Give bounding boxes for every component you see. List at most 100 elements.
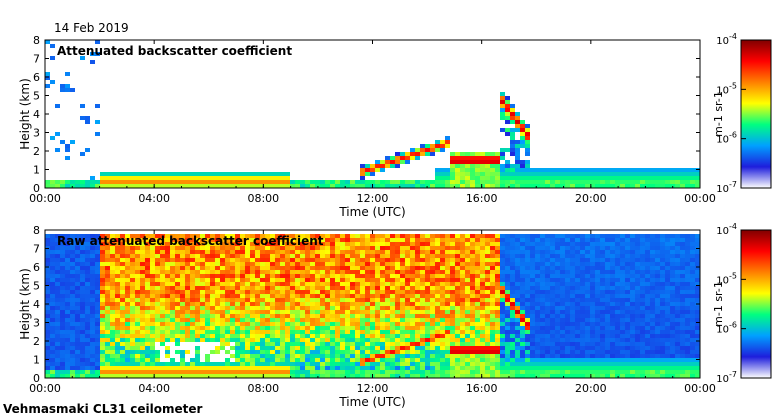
bottom-heatmap-cell [565,306,571,311]
bottom-heatmap-cell [325,370,331,375]
top-heatmap-cell [360,184,366,189]
bottom-heatmap-cell [440,310,446,315]
bottom-heatmap-cell [555,270,561,275]
bottom-heatmap-cell [620,250,626,255]
bottom-heatmap-cell [430,310,436,315]
bottom-heatmap-cell [150,254,156,259]
top-heatmap-cell [445,176,451,181]
bottom-heatmap-cell [205,338,211,343]
bottom-heatmap-cell [570,346,576,351]
bottom-heatmap-cell [120,278,126,283]
top-heatmap-cell [545,184,551,189]
bottom-heatmap-cell [560,370,566,375]
top-heatmap-cell [220,180,226,185]
bottom-heatmap-cell [395,298,401,303]
bottom-heatmap-cell [140,286,146,291]
bottom-heatmap-cell [485,302,491,307]
top-panel: Attenuated backscatter coefficient012345… [18,32,772,219]
bottom-heatmap-cell [615,266,621,271]
bottom-heatmap-cell [235,354,241,359]
bottom-heatmap-cell [205,242,211,247]
bottom-heatmap-cell [385,330,391,335]
bottom-heatmap-cell [185,242,191,247]
bottom-heatmap-cell [450,314,456,319]
bottom-heatmap-cell [390,350,396,355]
bottom-heatmap-cell [315,266,321,271]
top-heatmap-cell [450,156,456,161]
top-heatmap-cell [510,112,516,117]
bottom-heatmap-cell [150,362,156,367]
bottom-heatmap-cell [450,318,456,323]
top-heatmap-cell [670,168,676,173]
top-heatmap-cell [185,180,191,185]
bottom-heatmap-cell [400,374,406,379]
bottom-heatmap-cell [230,314,236,319]
top-heatmap-cell [515,112,521,117]
top-heatmap-cell [535,184,541,189]
bottom-heatmap-cell [255,286,261,291]
bottom-heatmap-cell [605,290,611,295]
bottom-heatmap-cell [165,314,171,319]
bottom-heatmap-cell [495,362,501,367]
bottom-heatmap-cell [320,326,326,331]
bottom-heatmap-cell [565,342,571,347]
bottom-heatmap-cell [430,266,436,271]
bottom-heatmap-cell [465,358,471,363]
top-heatmap-cell [230,172,236,177]
bottom-heatmap-cell [165,294,171,299]
top-heatmap-cell [415,148,421,153]
bottom-heatmap-cell [220,306,226,311]
bottom-heatmap-cell [540,354,546,359]
bottom-heatmap-cell [410,238,416,243]
top-heatmap-cell [550,168,556,173]
bottom-heatmap-cell [165,346,171,351]
top-heatmap-cell [145,172,151,177]
bottom-heatmap-cell [375,350,381,355]
bottom-heatmap-cell [125,234,131,239]
bottom-heatmap-cell [630,298,636,303]
top-heatmap-cell [575,184,581,189]
bottom-heatmap-cell [50,334,56,339]
bottom-heatmap-cell [260,286,266,291]
bottom-heatmap-cell [275,278,281,283]
bottom-heatmap-cell [320,354,326,359]
bottom-heatmap-cell [465,258,471,263]
bottom-heatmap-cell [165,374,171,379]
bottom-heatmap-cell [390,278,396,283]
bottom-heatmap-cell [175,290,181,295]
top-heatmap-cell [605,184,611,189]
top-heatmap-cell [515,172,521,177]
bottom-heatmap-cell [320,302,326,307]
top-heatmap-cell [515,156,521,161]
bottom-heatmap-cell [395,258,401,263]
bottom-heatmap-cell [250,290,256,295]
bottom-heatmap-cell [445,282,451,287]
bottom-heatmap-cell [300,374,306,379]
bottom-heatmap-cell [95,334,101,339]
bottom-heatmap-cell [455,234,461,239]
bottom-heatmap-cell [305,250,311,255]
bottom-heatmap-cell [355,322,361,327]
bottom-heatmap-cell [505,282,511,287]
bottom-heatmap-cell [120,338,126,343]
bottom-heatmap-cell [495,246,501,251]
bottom-heatmap-cell [265,314,271,319]
bottom-heatmap-cell [520,366,526,371]
bottom-heatmap-cell [415,314,421,319]
bottom-heatmap-cell [185,290,191,295]
bottom-heatmap-cell [365,318,371,323]
bottom-heatmap-cell [300,318,306,323]
bottom-heatmap-cell [375,278,381,283]
bottom-heatmap-cell [455,274,461,279]
top-heatmap-cell [490,168,496,173]
bottom-heatmap-cell [335,366,341,371]
bottom-heatmap-cell [165,350,171,355]
bottom-heatmap-cell [630,262,636,267]
bottom-heatmap-cell [200,306,206,311]
bottom-heatmap-cell [115,242,121,247]
top-heatmap-cell [690,184,696,189]
bottom-heatmap-cell [90,298,96,303]
top-heatmap-cell [595,168,601,173]
bottom-heatmap-cell [130,350,136,355]
bottom-heatmap-cell [125,298,131,303]
